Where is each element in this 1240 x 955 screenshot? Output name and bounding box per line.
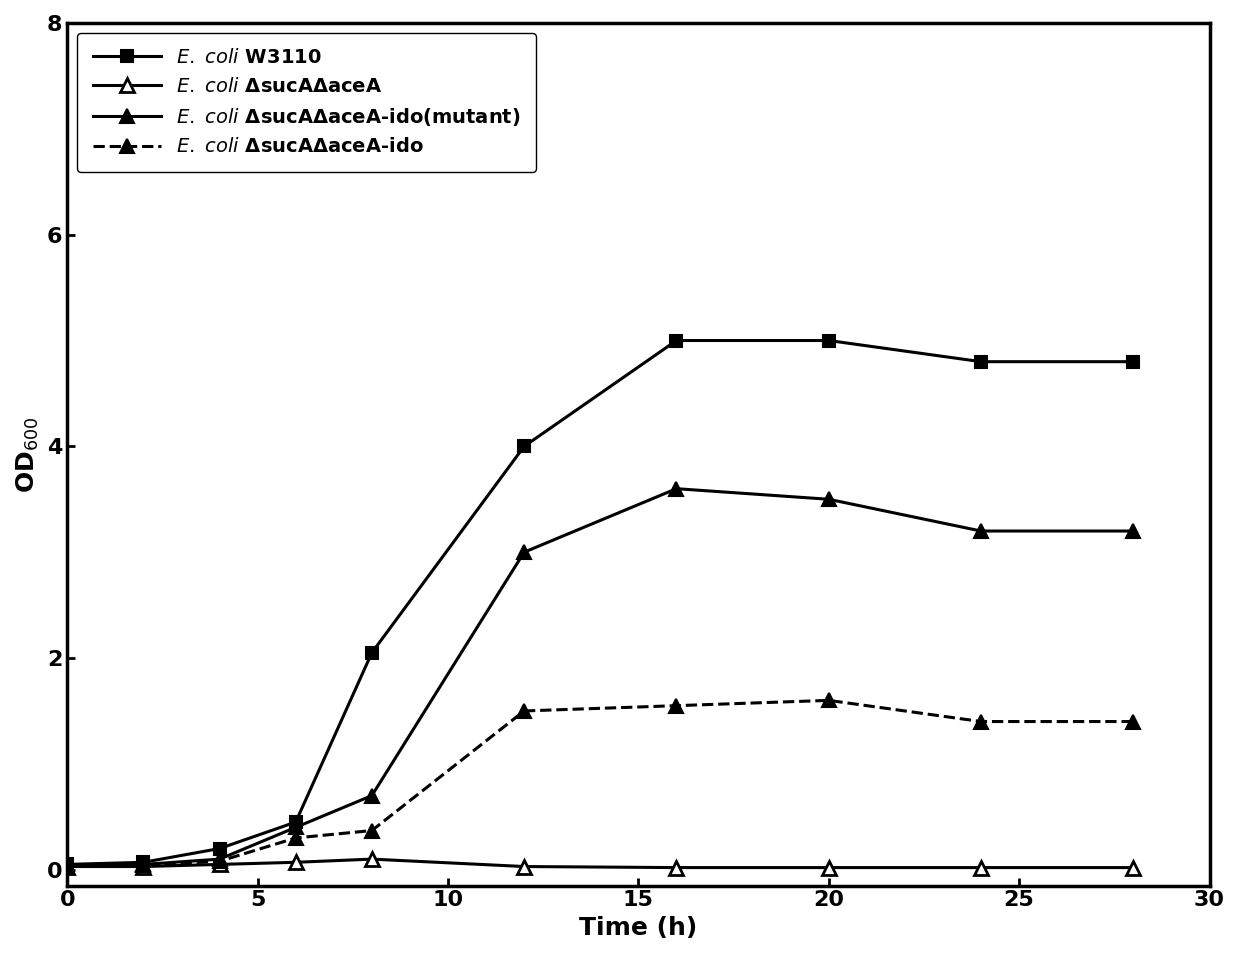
Legend: $\it{E.\ coli}$ W3110, $\it{E.\ coli}$ ΔsucAΔaceA, $\it{E.\ coli}$ ΔsucAΔaceA-id: $\it{E.\ coli}$ W3110, $\it{E.\ coli}$ Δ… xyxy=(77,32,536,172)
Y-axis label: OD$_{600}$: OD$_{600}$ xyxy=(15,416,41,493)
X-axis label: Time (h): Time (h) xyxy=(579,916,697,940)
